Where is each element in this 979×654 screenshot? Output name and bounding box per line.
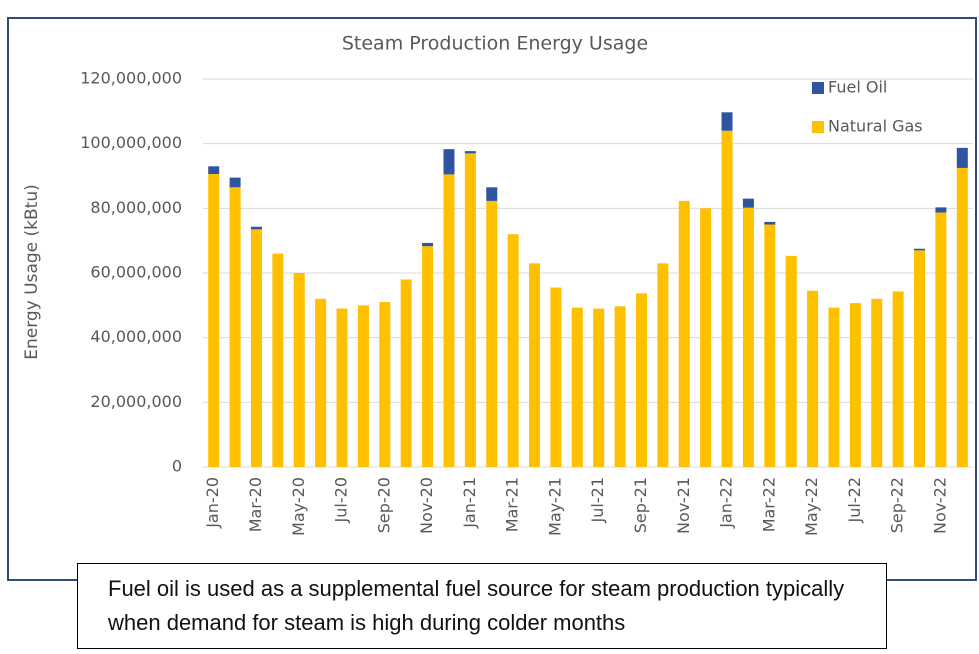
bar-segment xyxy=(315,298,327,467)
bar-segment xyxy=(935,207,947,213)
x-tick-label: Mar-21 xyxy=(503,477,522,532)
y-axis-label: Energy Usage (kBtu) xyxy=(22,184,42,360)
bar-segment xyxy=(208,166,220,175)
legend-swatch xyxy=(812,121,824,133)
legend-label: Natural Gas xyxy=(828,117,923,136)
bar-segment xyxy=(293,273,305,467)
x-tick-label: Mar-20 xyxy=(246,477,265,532)
bar-segment xyxy=(871,298,883,467)
x-tick-label: May-22 xyxy=(802,477,821,536)
bar-segment xyxy=(935,212,947,467)
bar-segment xyxy=(764,221,776,225)
x-tick-label: Nov-21 xyxy=(674,477,693,534)
bar-segment xyxy=(956,167,968,467)
bar-segment xyxy=(250,229,262,467)
x-tick-label: May-21 xyxy=(545,477,564,536)
bar-segment xyxy=(571,307,583,467)
y-tick-label: 120,000,000 xyxy=(80,69,182,88)
y-tick-label: 60,000,000 xyxy=(90,263,182,282)
bar-segment xyxy=(678,200,690,467)
bar-segment xyxy=(956,147,968,168)
bar-segment xyxy=(443,149,455,175)
x-tick-label: Sep-20 xyxy=(374,477,393,533)
bar-segment xyxy=(507,234,519,467)
bar-segment xyxy=(357,305,369,467)
bar-segment xyxy=(400,279,412,467)
bar-segment xyxy=(422,242,434,247)
bar-segment xyxy=(807,290,819,467)
bar-segment xyxy=(229,177,241,188)
bar-segment xyxy=(721,112,733,131)
bar-segment xyxy=(657,263,669,467)
bar-segment xyxy=(550,287,562,467)
bar-segment xyxy=(336,308,348,467)
chart-title: Steam Production Energy Usage xyxy=(342,33,648,55)
bar-segment xyxy=(486,200,498,467)
bar-segment xyxy=(464,153,476,467)
x-tick-label: Jul-21 xyxy=(588,477,607,523)
bar-segment xyxy=(208,174,220,467)
bar-segment xyxy=(721,130,733,467)
x-tick-label: Jan-21 xyxy=(460,477,479,529)
y-tick-label: 100,000,000 xyxy=(80,133,182,152)
bar-segment xyxy=(443,174,455,467)
x-tick-label: Nov-22 xyxy=(930,477,949,534)
bar-segment xyxy=(614,306,626,467)
bar-segment xyxy=(635,293,647,467)
bar-segment xyxy=(914,250,926,467)
x-tick-label: Jul-22 xyxy=(845,477,864,523)
legend-swatch xyxy=(812,82,824,94)
legend-label: Fuel Oil xyxy=(828,78,887,97)
y-tick-label: 20,000,000 xyxy=(90,392,182,411)
bar-segment xyxy=(229,187,241,468)
bar-segment xyxy=(785,255,797,467)
y-tick-label: 0 xyxy=(172,457,182,476)
x-tick-label: Sep-22 xyxy=(888,477,907,533)
bar-segment xyxy=(593,308,605,467)
annotation: Fuel oil is used as a supplemental fuel … xyxy=(77,563,887,649)
bar-segment xyxy=(379,302,391,467)
bar-segment xyxy=(486,187,498,201)
bar-segment xyxy=(422,246,434,467)
bar-segment xyxy=(700,208,712,468)
y-tick-label: 80,000,000 xyxy=(90,198,182,217)
bar-segment xyxy=(849,303,861,467)
bar-segment xyxy=(764,224,776,467)
x-tick-label: Jul-20 xyxy=(332,477,351,523)
bar-segment xyxy=(828,307,840,467)
x-tick-label: Jan-20 xyxy=(203,477,222,529)
x-tick-label: Mar-22 xyxy=(759,477,778,532)
bar-segment xyxy=(914,248,926,251)
x-tick-label: Jan-22 xyxy=(717,477,736,529)
bar-segment xyxy=(742,207,754,468)
bar-segment xyxy=(464,151,476,154)
bar-segment xyxy=(272,253,284,467)
x-tick-label: Sep-21 xyxy=(631,477,650,533)
bar-segment xyxy=(742,198,754,208)
bar-segment xyxy=(250,226,262,230)
bar-segment xyxy=(529,263,541,467)
y-tick-label: 40,000,000 xyxy=(90,327,182,346)
x-tick-label: May-20 xyxy=(289,477,308,536)
x-tick-label: Nov-20 xyxy=(417,477,436,534)
bar-segment xyxy=(892,291,904,467)
